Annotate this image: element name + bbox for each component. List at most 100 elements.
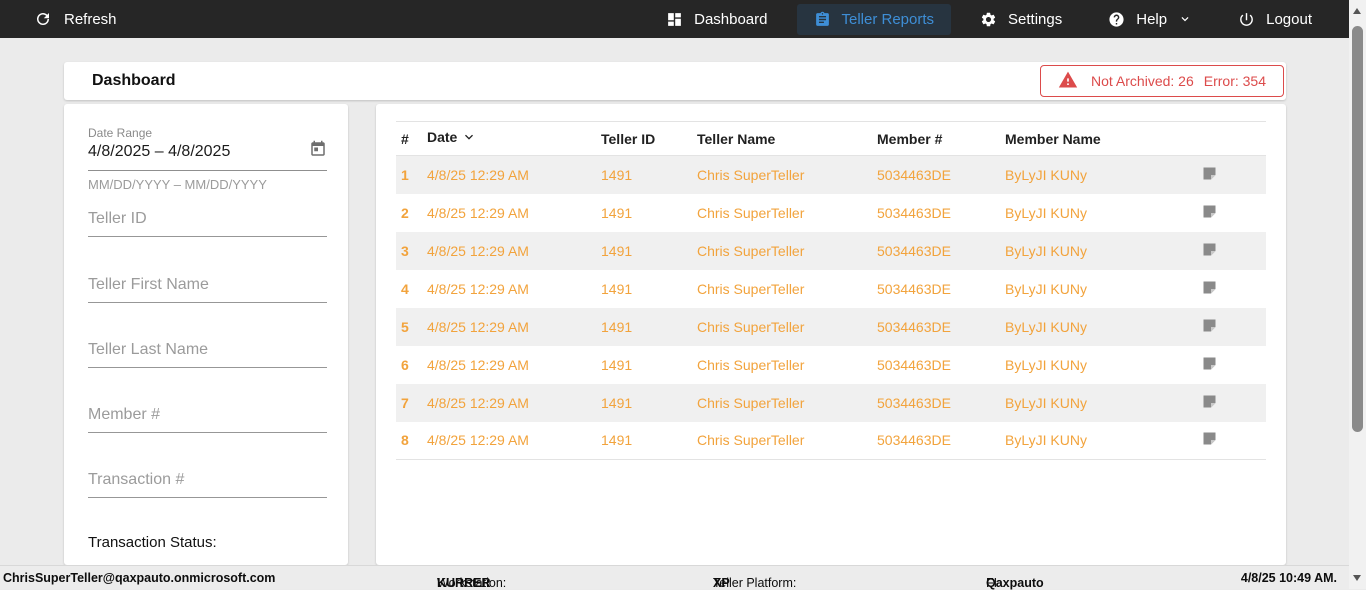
teller-last-name-input[interactable]	[88, 337, 327, 368]
row-number: 1	[401, 166, 409, 183]
row-teller-name: Chris SuperTeller	[697, 242, 805, 259]
column-header-teller-id[interactable]: Teller ID	[601, 130, 656, 147]
transactions-table: # Date Teller ID Teller Name Member # Me…	[396, 121, 1266, 460]
row-member-name: ByLyJI KUNy	[1005, 204, 1087, 221]
date-range-label: Date Range	[88, 126, 153, 140]
table-row[interactable]: 1 4/8/25 12:29 AM 1491 Chris SuperTeller…	[396, 155, 1266, 194]
table-row[interactable]: 8 4/8/25 12:29 AM 1491 Chris SuperTeller…	[396, 422, 1266, 460]
row-number: 7	[401, 394, 409, 411]
results-panel: # Date Teller ID Teller Name Member # Me…	[376, 104, 1286, 565]
scrollbar-thumb[interactable]	[1352, 26, 1363, 432]
dashboard-grid-icon	[666, 11, 683, 28]
row-teller-id: 1491	[601, 280, 633, 297]
date-format-hint: MM/DD/YYYY – MM/DD/YYYY	[88, 177, 267, 192]
row-teller-id: 1491	[601, 432, 633, 449]
archive-error-alert[interactable]: Not Archived: 26 Error: 354	[1040, 65, 1284, 97]
transaction-status-label: Transaction Status:	[88, 534, 217, 551]
title-bar: Dashboard Not Archived: 26 Error: 354	[64, 62, 1286, 100]
column-header-date[interactable]: Date	[422, 122, 596, 156]
row-member-name: ByLyJI KUNy	[1005, 318, 1087, 335]
row-date: 4/8/25 12:29 AM	[427, 432, 529, 449]
row-number: 3	[401, 242, 409, 259]
row-teller-name: Chris SuperTeller	[697, 432, 805, 449]
table-row[interactable]: 7 4/8/25 12:29 AM 1491 Chris SuperTeller…	[396, 383, 1266, 422]
calendar-icon[interactable]	[309, 140, 327, 163]
row-date: 4/8/25 12:29 AM	[427, 394, 529, 411]
column-header-member-number[interactable]: Member #	[877, 130, 943, 147]
table-row[interactable]: 4 4/8/25 12:29 AM 1491 Chris SuperTeller…	[396, 270, 1266, 308]
teller-id-input[interactable]	[88, 206, 327, 237]
row-actions	[1190, 270, 1266, 308]
refresh-button[interactable]: Refresh	[34, 10, 117, 28]
row-actions	[1190, 384, 1266, 422]
row-date: 4/8/25 12:29 AM	[427, 166, 529, 183]
nav-item-settings[interactable]: Settings	[963, 4, 1079, 35]
alert-text: Not Archived: 26 Error: 354	[1091, 73, 1266, 89]
row-member-name: ByLyJI KUNy	[1005, 280, 1087, 297]
row-actions	[1190, 232, 1266, 270]
member-number-input[interactable]	[88, 402, 327, 433]
table-row[interactable]: 5 4/8/25 12:29 AM 1491 Chris SuperTeller…	[396, 307, 1266, 346]
row-teller-name: Chris SuperTeller	[697, 204, 805, 221]
row-member-name: ByLyJI KUNy	[1005, 242, 1087, 259]
current-datetime: 4/8/25 10:49 AM.	[1240, 571, 1337, 585]
column-header-member-name[interactable]: Member Name	[1005, 130, 1101, 147]
help-circle-icon	[1108, 11, 1125, 28]
note-icon[interactable]	[1202, 394, 1266, 412]
note-icon[interactable]	[1202, 280, 1266, 298]
row-date: 4/8/25 12:29 AM	[427, 242, 529, 259]
teller-first-name-input[interactable]	[88, 272, 327, 303]
power-icon	[1238, 11, 1255, 28]
table-row[interactable]: 2 4/8/25 12:29 AM 1491 Chris SuperTeller…	[396, 194, 1266, 232]
status-bar: ChrisSuperTeller@qaxpauto.onmicrosoft.co…	[0, 565, 1349, 590]
gear-icon	[980, 11, 997, 28]
table-header-row: # Date Teller ID Teller Name Member # Me…	[396, 121, 1266, 156]
platform-value: XP	[713, 576, 730, 590]
nav-item-teller-reports[interactable]: Teller Reports	[796, 3, 952, 35]
scroll-down-arrow-icon[interactable]	[1353, 575, 1361, 581]
row-actions	[1190, 422, 1266, 460]
nav-item-label: Teller Reports	[841, 10, 935, 28]
row-date: 4/8/25 12:29 AM	[427, 204, 529, 221]
row-teller-id: 1491	[601, 242, 633, 259]
column-header-teller-name[interactable]: Teller Name	[697, 130, 776, 147]
page-title: Dashboard	[92, 72, 176, 89]
row-member-name: ByLyJI KUNy	[1005, 356, 1087, 373]
row-member-number: 5034463DE	[877, 166, 951, 183]
column-header-num[interactable]: #	[401, 130, 409, 147]
refresh-icon	[34, 10, 52, 28]
date-range-value: 4/8/2025 – 4/8/2025	[88, 142, 231, 160]
table-row[interactable]: 6 4/8/25 12:29 AM 1491 Chris SuperTeller…	[396, 346, 1266, 384]
nav-item-label: Settings	[1008, 10, 1063, 28]
date-range-field[interactable]: 4/8/2025 – 4/8/2025	[88, 140, 327, 171]
note-icon[interactable]	[1202, 166, 1266, 184]
row-teller-name: Chris SuperTeller	[697, 356, 805, 373]
scroll-up-arrow-icon[interactable]	[1353, 8, 1361, 14]
row-teller-id: 1491	[601, 318, 633, 335]
note-icon[interactable]	[1202, 356, 1266, 374]
note-icon[interactable]	[1202, 431, 1266, 449]
row-member-number: 5034463DE	[877, 432, 951, 449]
transaction-number-input[interactable]	[88, 467, 327, 498]
row-teller-id: 1491	[601, 166, 633, 183]
row-number: 5	[401, 318, 409, 335]
row-member-number: 5034463DE	[877, 280, 951, 297]
row-actions	[1190, 156, 1266, 194]
not-archived-count: Not Archived: 26	[1091, 73, 1194, 89]
row-date: 4/8/25 12:29 AM	[427, 280, 529, 297]
note-icon[interactable]	[1202, 242, 1266, 260]
nav-item-label: Logout	[1266, 10, 1312, 28]
note-icon[interactable]	[1202, 204, 1266, 222]
warning-triangle-icon	[1058, 70, 1078, 93]
clipboard-icon	[814, 11, 831, 28]
nav-item-dashboard[interactable]: Dashboard	[649, 4, 784, 35]
nav-item-help[interactable]: Help	[1091, 4, 1209, 35]
workstation-label: Workstation:	[437, 576, 507, 590]
nav-menu: Dashboard Teller Reports Settings Help	[649, 3, 1329, 35]
nav-item-logout[interactable]: Logout	[1221, 4, 1329, 35]
row-date: 4/8/25 12:29 AM	[427, 318, 529, 335]
row-member-number: 5034463DE	[877, 356, 951, 373]
note-icon[interactable]	[1202, 318, 1266, 336]
row-teller-id: 1491	[601, 356, 633, 373]
table-row[interactable]: 3 4/8/25 12:29 AM 1491 Chris SuperTeller…	[396, 231, 1266, 270]
